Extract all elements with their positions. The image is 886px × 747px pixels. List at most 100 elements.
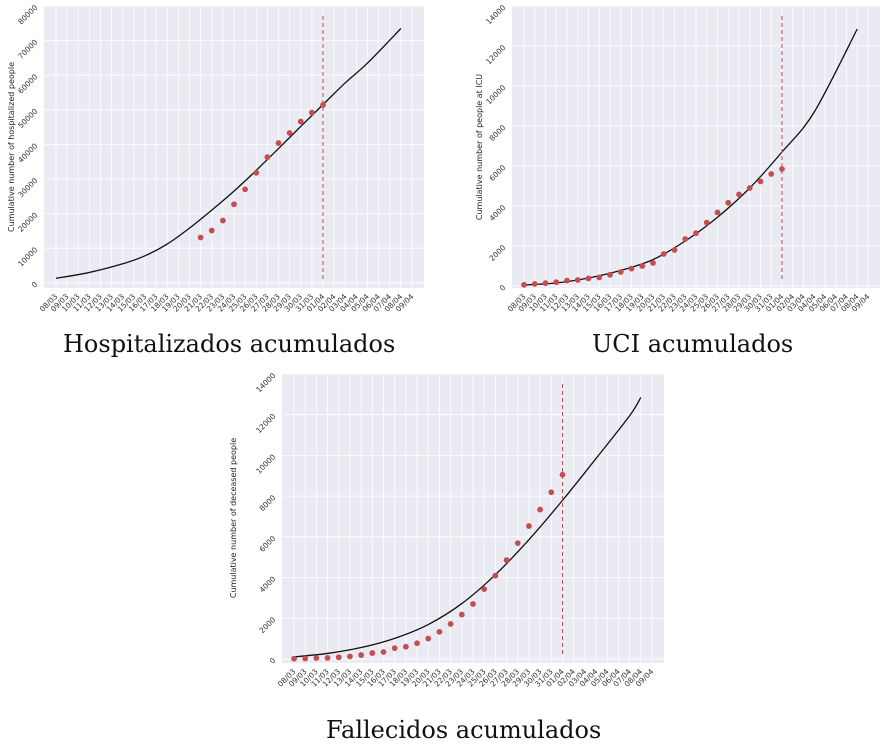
data-point	[693, 230, 699, 237]
y-tick-label: 40000	[16, 141, 39, 164]
data-point	[671, 247, 678, 253]
data-point	[526, 523, 532, 529]
y-tick-label: 10000	[16, 245, 39, 268]
data-point	[585, 275, 592, 282]
data-point	[297, 118, 304, 125]
y-axis-label: Cumulative number of deceased people	[229, 438, 238, 598]
chart-hospitalized: 0 10000 20000 30000 40000 50000 60000 70000 8000…	[7, 3, 424, 314]
data-point	[703, 219, 710, 226]
chart-panel-hospitalized: 0 10000 20000 30000 40000 50000 60000 70000 8000…	[0, 0, 440, 314]
data-point	[219, 217, 226, 224]
data-point	[231, 201, 237, 208]
y-tick-label: 30000	[16, 176, 39, 199]
data-point	[197, 234, 204, 241]
data-point	[320, 102, 326, 108]
y-tick-label: 12000	[254, 412, 277, 435]
data-point	[548, 489, 555, 496]
model-curve	[55, 28, 402, 279]
y-axis-label: Cumulative number of hospitalized people	[7, 62, 16, 232]
data-point	[574, 277, 581, 283]
data-point	[757, 178, 764, 185]
y-tick-label: 0	[268, 656, 278, 666]
data-point	[253, 169, 260, 176]
y-tick-label: 4000	[488, 203, 508, 223]
data-point	[291, 655, 297, 662]
y-tick-label: 60000	[16, 72, 39, 95]
y-tick-label: 80000	[16, 3, 39, 26]
data-point	[514, 540, 521, 547]
data-point	[402, 643, 409, 650]
y-tick-label: 70000	[16, 37, 39, 60]
data-point	[779, 166, 785, 172]
data-point	[208, 227, 215, 234]
data-point	[313, 655, 320, 662]
y-tick-label: 10000	[254, 452, 277, 475]
data-point	[347, 653, 353, 660]
model-curve	[293, 397, 642, 658]
data-point	[391, 645, 398, 652]
data-point	[286, 130, 293, 136]
data-point	[682, 236, 689, 242]
data-point	[264, 154, 271, 161]
y-tick-label: 8000	[258, 493, 278, 513]
data-point	[436, 628, 443, 635]
data-point	[650, 260, 656, 266]
caption-deceased: Fallecidos acumulados	[326, 716, 602, 744]
data-point	[380, 649, 387, 655]
y-tick-label: 0	[30, 280, 40, 290]
data-point	[470, 601, 476, 607]
data-point	[458, 611, 465, 618]
data-point	[425, 635, 432, 642]
data-point	[481, 586, 488, 593]
y-axis-label: Cumulative number of people at ICU	[475, 74, 484, 220]
data-point	[746, 185, 753, 191]
y-tick-label: 4000	[258, 574, 278, 594]
data-point	[628, 265, 635, 272]
data-point	[537, 506, 544, 513]
data-point	[324, 655, 331, 661]
y-tick-label: 8000	[488, 123, 508, 143]
chart-icu: 0200040006000800010000120001400008/0309/…	[475, 3, 880, 314]
y-tick-label: 14000	[254, 371, 277, 394]
y-tick-label: 2000	[488, 243, 508, 263]
data-point	[335, 654, 342, 661]
data-point	[725, 199, 732, 206]
data-point	[639, 263, 646, 269]
data-point	[447, 621, 454, 627]
caption-hospitalized: Hospitalizados acumulados	[63, 330, 396, 358]
data-point	[559, 471, 566, 478]
data-point	[768, 171, 775, 177]
y-tick-label: 6000	[258, 534, 278, 554]
y-tick-label: 14000	[484, 3, 507, 26]
data-point	[492, 572, 499, 579]
data-point	[553, 279, 560, 286]
data-point	[302, 655, 309, 662]
data-point	[714, 209, 721, 216]
y-tick-label: 50000	[16, 107, 39, 130]
data-point	[242, 186, 249, 193]
data-point	[414, 640, 420, 647]
data-point	[542, 280, 549, 287]
chart-panel-icu: 0 2000 4000 6000 8000 10000 12000 14000 08/03 09/…	[446, 0, 886, 314]
caption-icu: UCI acumulados	[592, 330, 794, 358]
data-point	[564, 277, 570, 284]
data-point	[503, 557, 510, 563]
y-tick-label: 12000	[484, 43, 507, 66]
data-point	[607, 271, 613, 278]
data-point	[358, 652, 365, 658]
data-point	[596, 274, 603, 281]
y-tick-label: 10000	[484, 83, 507, 106]
data-point	[308, 109, 315, 116]
data-point	[617, 269, 624, 275]
chart-panel-deceased: 0 2000 4000 6000 8000 10000 12000 14000 08/03 09/…	[216, 365, 676, 689]
y-tick-label: 6000	[488, 163, 508, 183]
y-tick-label: 2000	[258, 615, 278, 635]
y-tick-label: 0	[498, 283, 508, 293]
chart-deceased: 0200040006000800010000120001400008/0309/…	[229, 371, 664, 689]
data-point	[660, 251, 667, 257]
data-point	[275, 140, 282, 146]
data-point	[531, 281, 538, 287]
data-point	[521, 281, 527, 288]
y-tick-label: 20000	[16, 210, 39, 233]
data-point	[369, 650, 376, 656]
